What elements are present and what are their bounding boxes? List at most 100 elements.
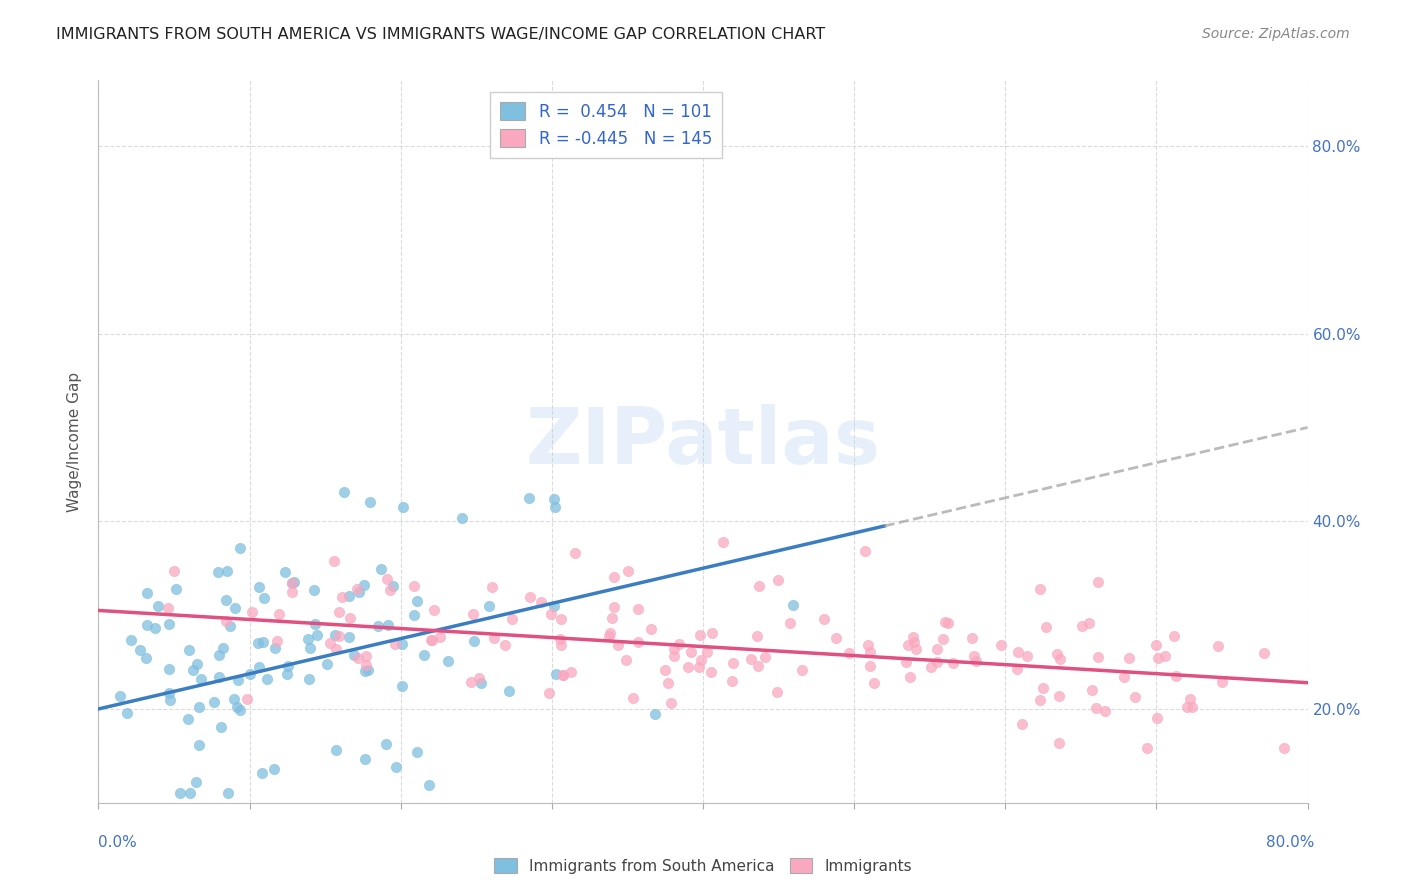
- Point: [607, 638, 630, 652]
- Point: [246, 636, 269, 650]
- Point: [328, 605, 350, 619]
- Point: [627, 635, 650, 649]
- Point: [274, 565, 297, 579]
- Point: [813, 612, 835, 626]
- Point: [484, 631, 506, 645]
- Point: [412, 648, 434, 663]
- Point: [463, 607, 485, 621]
- Point: [498, 683, 520, 698]
- Point: [157, 662, 180, 676]
- Point: [766, 573, 789, 587]
- Point: [378, 582, 401, 597]
- Point: [1035, 620, 1057, 634]
- Point: [370, 562, 392, 576]
- Point: [325, 642, 347, 657]
- Point: [501, 612, 523, 626]
- Point: [696, 644, 718, 658]
- Point: [1253, 646, 1275, 660]
- Point: [316, 657, 339, 671]
- Point: [551, 668, 574, 682]
- Point: [481, 580, 503, 594]
- Point: [347, 585, 370, 599]
- Point: [600, 611, 623, 625]
- Point: [1047, 735, 1070, 749]
- Point: [838, 646, 860, 660]
- Point: [406, 745, 429, 759]
- Point: [1181, 699, 1204, 714]
- Point: [702, 626, 724, 640]
- Point: [690, 652, 713, 666]
- Point: [1032, 681, 1054, 695]
- Point: [359, 494, 381, 508]
- Point: [1049, 652, 1071, 666]
- Point: [859, 658, 882, 673]
- Text: 80.0%: 80.0%: [1267, 836, 1315, 850]
- Point: [404, 607, 426, 622]
- Point: [391, 679, 413, 693]
- Point: [202, 695, 225, 709]
- Point: [357, 663, 380, 677]
- Point: [322, 554, 344, 568]
- Point: [1164, 668, 1187, 682]
- Point: [429, 630, 451, 644]
- Point: [721, 656, 744, 670]
- Point: [115, 706, 138, 721]
- Point: [374, 737, 396, 751]
- Point: [420, 633, 443, 648]
- Point: [247, 580, 270, 594]
- Point: [332, 591, 354, 605]
- Point: [965, 654, 987, 668]
- Point: [766, 685, 789, 699]
- Point: [343, 648, 366, 662]
- Point: [224, 691, 246, 706]
- Point: [934, 615, 956, 629]
- Point: [354, 752, 377, 766]
- Point: [1180, 691, 1202, 706]
- Point: [700, 665, 723, 679]
- Point: [689, 628, 711, 642]
- Point: [616, 653, 638, 667]
- Point: [186, 774, 208, 789]
- Point: [437, 654, 460, 668]
- Point: [283, 575, 305, 590]
- Point: [538, 686, 561, 700]
- Point: [337, 630, 360, 644]
- Point: [276, 667, 298, 681]
- Point: [853, 544, 876, 558]
- Point: [219, 619, 242, 633]
- Point: [181, 663, 204, 677]
- Point: [298, 672, 321, 686]
- Point: [384, 637, 406, 651]
- Point: [544, 667, 567, 681]
- Point: [347, 651, 370, 665]
- Point: [267, 607, 290, 622]
- Point: [470, 676, 492, 690]
- Point: [616, 564, 638, 578]
- Point: [404, 579, 426, 593]
- Point: [346, 582, 368, 597]
- Point: [280, 576, 302, 591]
- Point: [250, 766, 273, 780]
- Point: [560, 665, 582, 680]
- Point: [1087, 574, 1109, 589]
- Point: [901, 630, 924, 644]
- Text: ZIPatlas: ZIPatlas: [526, 403, 880, 480]
- Point: [159, 686, 181, 700]
- Point: [640, 622, 662, 636]
- Point: [252, 635, 274, 649]
- Point: [1046, 648, 1069, 662]
- Point: [391, 637, 413, 651]
- Point: [494, 638, 516, 652]
- Point: [224, 601, 246, 615]
- Point: [790, 663, 813, 677]
- Point: [530, 594, 553, 608]
- Point: [208, 670, 231, 684]
- Point: [419, 632, 441, 647]
- Point: [215, 564, 238, 578]
- Point: [264, 641, 287, 656]
- Point: [422, 603, 444, 617]
- Point: [382, 579, 405, 593]
- Point: [654, 663, 676, 677]
- Point: [644, 706, 666, 721]
- Point: [209, 720, 232, 734]
